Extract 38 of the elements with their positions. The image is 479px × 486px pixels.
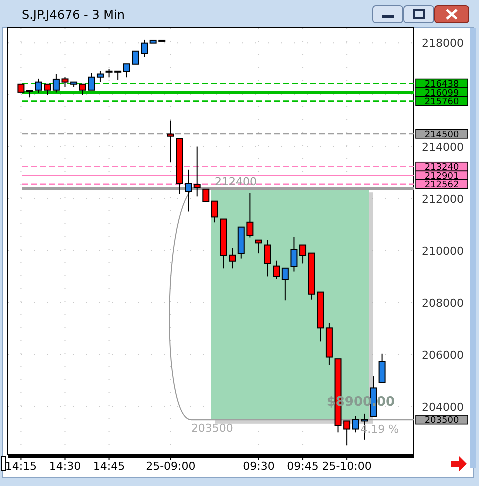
candlestick (282, 268, 289, 302)
y-tick-label: 212000 (422, 193, 464, 206)
x-tick-label: 14:30 (49, 460, 82, 473)
candlestick (211, 200, 218, 224)
ref-line-label: 215760 (424, 98, 460, 108)
candlestick (290, 236, 298, 272)
y-tick-label: 208000 (422, 296, 464, 310)
ref-line-label: 212562 (424, 180, 460, 191)
ref-line-label: 216438 (424, 80, 460, 90)
y-tick-label: 214000 (422, 141, 464, 154)
x-tick-label: 09:30 (243, 460, 275, 473)
candlestick (141, 39, 148, 58)
ref-line-label: 212901 (424, 172, 460, 182)
annotation: 203500 (191, 422, 234, 435)
candlestick (300, 244, 307, 264)
candlestick (378, 353, 386, 383)
ref-line-label: 214500 (424, 130, 460, 140)
x-tick-label: 25-09:00 (146, 460, 196, 473)
candlestick (256, 240, 262, 254)
x-tick-label: 14:15 (5, 460, 38, 473)
candlestick (185, 169, 192, 212)
x-tick-label: 14:45 (93, 460, 126, 473)
candlestick (167, 120, 174, 164)
ref-line-label: 213240 (424, 163, 460, 174)
candlestick (202, 188, 210, 202)
ref-line-label: 216099 (424, 88, 460, 99)
candlestick (264, 240, 272, 278)
candlestick (96, 70, 104, 83)
y-tick-label: 218000 (422, 37, 464, 50)
x-tick-label: 25-10:00 (322, 460, 372, 473)
candlestick (194, 146, 201, 198)
chart-title: S.JP.J4676 - 3 Min (22, 8, 125, 22)
y-tick-label: 210000 (422, 244, 464, 258)
y-tick-label: 204000 (422, 400, 464, 414)
x-tick-label: 09:45 (287, 460, 319, 473)
ref-line-label: 203500 (424, 416, 460, 426)
candlestick (273, 260, 280, 280)
y-tick-label: 206000 (422, 348, 464, 362)
